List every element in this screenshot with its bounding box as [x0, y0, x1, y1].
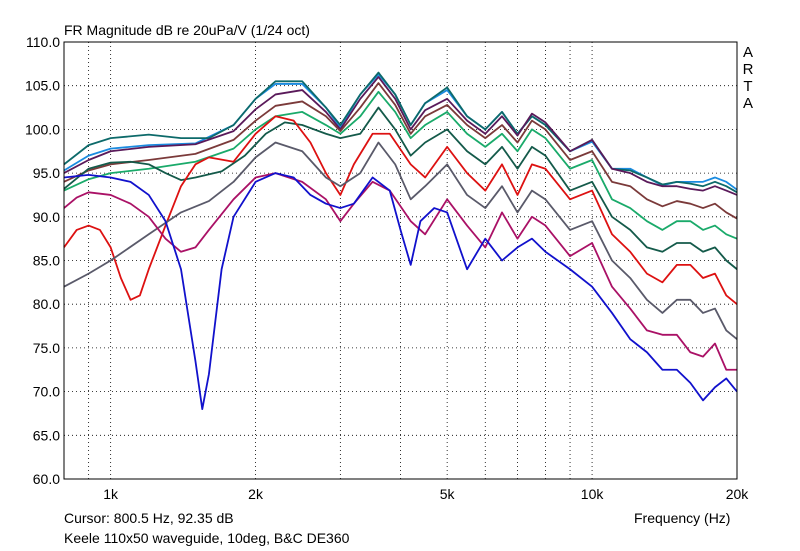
x-tick-label: 5k — [440, 486, 456, 502]
x-tick-label: 10k — [581, 486, 605, 502]
arta-logo-letter: A — [742, 44, 753, 61]
series-line-4 — [63, 82, 738, 220]
chart-caption: Keele 110x50 waveguide, 10deg, B&C DE360 — [64, 530, 350, 546]
series-line-2 — [63, 71, 738, 194]
y-tick-label: 90.0 — [33, 209, 60, 225]
x-tick-label: 1k — [103, 486, 119, 502]
tick-labels: 110.0 105.0 100.0 95.0 90.0 85.0 80.0 75.0 70.0 6… — [25, 34, 749, 502]
arta-logo-letter: R — [742, 61, 754, 78]
y-tick-label: 105.0 — [25, 78, 60, 94]
y-tick-label: 70.0 — [33, 384, 60, 400]
y-tick-label: 65.0 — [33, 427, 60, 443]
arta-logo-letter: T — [743, 78, 753, 95]
y-tick-label: 80.0 — [33, 296, 60, 312]
x-axis-label: Frequency (Hz) — [634, 510, 731, 526]
series-line-10 — [63, 172, 738, 410]
grid — [64, 42, 737, 479]
plot-frame — [63, 41, 738, 480]
y-tick-label: 110.0 — [26, 34, 60, 50]
y-tick-label: 85.0 — [33, 253, 60, 269]
y-tick-label: 75.0 — [33, 340, 60, 356]
cursor-readout: Cursor: 800.5 Hz, 92.35 dB — [64, 510, 234, 526]
y-tick-label: 100.0 — [25, 121, 60, 137]
x-tick-label: 2k — [248, 486, 264, 502]
series-line-8 — [63, 141, 738, 340]
chart-title: FR Magnitude dB re 20uPa/V (1/24 oct) — [64, 22, 310, 38]
series-layer — [63, 71, 738, 410]
y-tick-label: 95.0 — [33, 165, 60, 181]
x-tick-label: 20k — [726, 486, 750, 502]
series-line-3 — [63, 76, 738, 196]
series-line-5 — [63, 90, 738, 240]
arta-logo-letter: A — [742, 95, 753, 112]
series-line-7 — [63, 115, 738, 305]
y-tick-label: 60.0 — [33, 471, 60, 487]
